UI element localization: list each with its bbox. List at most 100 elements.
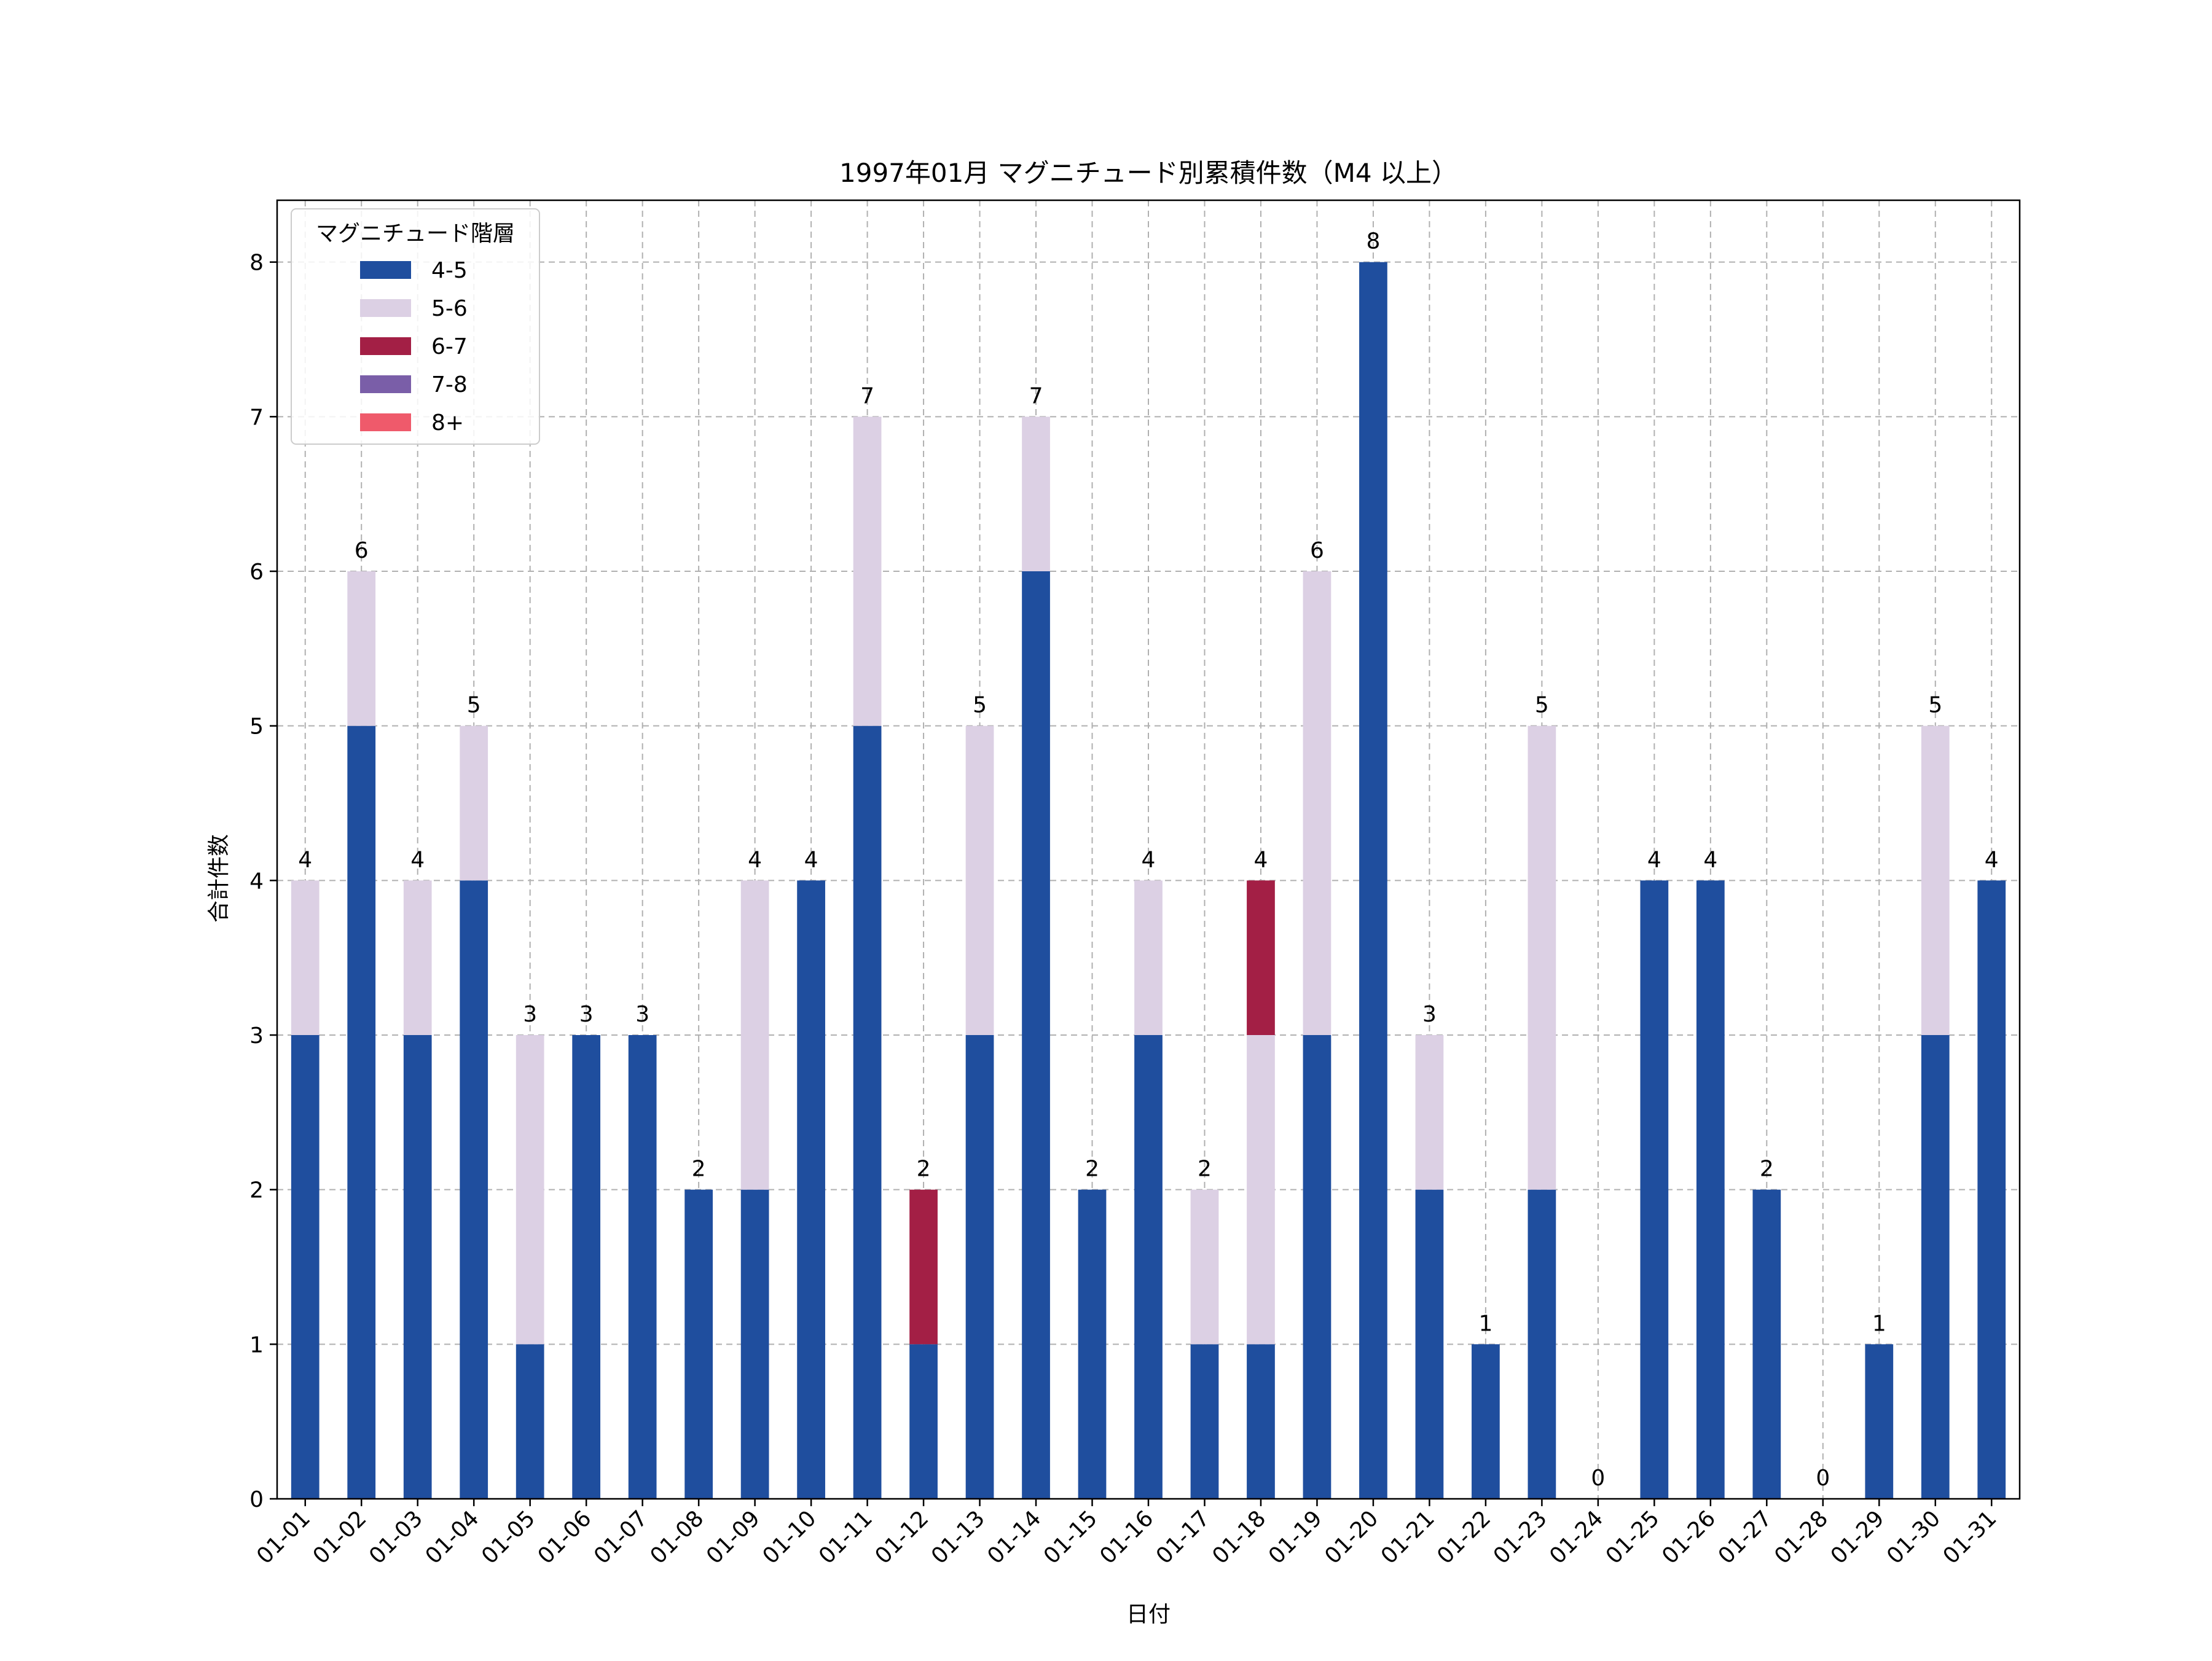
bar-segment-5-6-01-17 (1190, 1189, 1219, 1345)
bar-segment-4-5-01-23 (1528, 1189, 1556, 1499)
bar-total-label: 5 (1535, 693, 1549, 718)
x-axis-label: 日付 (1126, 1602, 1171, 1627)
y-tick-label: 2 (249, 1178, 264, 1203)
legend-swatch-6-7 (360, 337, 411, 355)
bar-total-label: 1 (1478, 1311, 1492, 1336)
bar-segment-4-5-01-06 (572, 1035, 601, 1499)
bar-total-label: 6 (355, 538, 369, 563)
bar-total-label: 0 (1816, 1466, 1830, 1491)
y-tick-label: 6 (249, 560, 264, 585)
bar-segment-4-5-01-11 (853, 725, 882, 1499)
bar-segment-5-6-01-18 (1247, 1035, 1275, 1345)
bar-total-label: 4 (1142, 847, 1156, 872)
bar-total-label: 4 (1703, 847, 1717, 872)
bar-segment-5-6-01-11 (853, 416, 882, 726)
bar-segment-5-6-01-02 (347, 571, 376, 726)
bar-segment-4-5-01-08 (684, 1189, 713, 1499)
bar-segment-4-5-01-03 (403, 1035, 432, 1499)
legend-swatch-7-8 (360, 375, 411, 393)
bar-segment-5-6-01-04 (460, 725, 488, 881)
legend-label: 6-7 (431, 334, 468, 359)
bar-total-label: 2 (692, 1157, 706, 1182)
bar-segment-5-6-01-16 (1134, 880, 1163, 1035)
bar-total-label: 7 (1029, 383, 1043, 408)
bar-total-labels: 4 6 4 5 3 3 3 2 4 4 7 2 5 7 2 4 2 4 6 8 3 1 5 0 4 4 2 0 1 5 4 (298, 229, 1998, 1491)
bar-segment-4-5-01-13 (965, 1035, 994, 1499)
legend-label: 7-8 (431, 372, 468, 397)
bar-total-label: 4 (1647, 847, 1661, 872)
bar-segment-4-5-01-14 (1022, 571, 1050, 1499)
bar-total-label: 3 (579, 1002, 594, 1027)
bar-total-label: 4 (410, 847, 425, 872)
y-tick-label: 5 (249, 714, 264, 740)
bar-total-label: 3 (635, 1002, 649, 1027)
legend-label: 8+ (431, 410, 464, 436)
bar-segment-5-6-01-01 (291, 880, 320, 1035)
bar-segment-4-5-01-07 (628, 1035, 657, 1499)
bar-segment-4-5-01-16 (1134, 1035, 1163, 1499)
y-tick-label: 4 (249, 869, 264, 894)
bar-segment-4-5-01-19 (1303, 1035, 1332, 1499)
bar-segment-4-5-01-26 (1696, 880, 1725, 1499)
legend-box (291, 208, 540, 445)
bar-segment-4-5-01-05 (516, 1344, 544, 1499)
bar-total-label: 6 (1310, 538, 1324, 563)
bar-total-label: 2 (1760, 1157, 1774, 1182)
bar-total-label: 4 (748, 847, 762, 872)
bar-segment-4-5-01-17 (1190, 1344, 1219, 1499)
bar-segment-4-5-01-12 (909, 1344, 938, 1499)
y-tick-label: 8 (249, 251, 264, 276)
bar-total-label: 8 (1366, 229, 1380, 254)
bar-total-label: 4 (1985, 847, 1999, 872)
bar-segment-4-5-01-22 (1472, 1344, 1500, 1499)
bar-segment-4-5-01-21 (1415, 1189, 1444, 1499)
bar-total-label: 4 (298, 847, 312, 872)
bar-segment-4-5-01-15 (1078, 1189, 1107, 1499)
legend-label: 4-5 (431, 258, 468, 283)
bar-segment-5-6-01-23 (1528, 725, 1556, 1190)
bar-segment-4-5-01-20 (1359, 262, 1387, 1499)
bar-total-label: 4 (804, 847, 818, 872)
bar-segment-4-5-01-09 (740, 1189, 769, 1499)
bar-segment-4-5-01-30 (1921, 1035, 1950, 1499)
bar-segment-5-6-01-14 (1022, 416, 1050, 571)
bar-segment-4-5-01-10 (797, 880, 825, 1499)
bar-total-label: 5 (1928, 693, 1942, 718)
bar-segment-4-5-01-02 (347, 725, 376, 1499)
y-tick-label: 7 (249, 405, 264, 430)
bar-segment-5-6-01-09 (740, 880, 769, 1190)
legend-label: 5-6 (431, 296, 468, 321)
chart-title: 1997年01月 マグニチュード別累積件数（M4 以上） (839, 158, 1457, 188)
bar-segment-5-6-01-21 (1415, 1035, 1444, 1190)
bar-total-label: 0 (1591, 1466, 1605, 1491)
bar-total-label: 2 (1085, 1157, 1099, 1182)
bar-segment-4-5-01-29 (1865, 1344, 1894, 1499)
bar-total-label: 2 (917, 1157, 931, 1182)
bar-segment-4-5-01-01 (291, 1035, 320, 1499)
bar-total-label: 3 (1422, 1002, 1437, 1027)
bar-total-label: 5 (973, 693, 987, 718)
bar-total-label: 3 (523, 1002, 537, 1027)
bar-segment-5-6-01-13 (965, 725, 994, 1035)
bar-segment-4-5-01-25 (1640, 880, 1669, 1499)
y-tick-label: 0 (249, 1487, 264, 1512)
legend-swatch-5-6 (360, 299, 411, 317)
bar-total-label: 1 (1872, 1311, 1886, 1336)
bar-total-label: 5 (467, 693, 481, 718)
bar-segment-6-7-01-18 (1247, 880, 1275, 1035)
bar-segment-4-5-01-04 (460, 880, 488, 1499)
legend-swatch-4-5 (360, 261, 411, 279)
bar-segment-5-6-01-03 (403, 880, 432, 1035)
bar-total-label: 4 (1254, 847, 1268, 872)
bar-segment-4-5-01-18 (1247, 1344, 1275, 1499)
bar-segment-6-7-01-12 (909, 1189, 938, 1345)
bar-segment-4-5-01-31 (1977, 880, 2006, 1499)
legend: マグニチュード階層 4-5 5-6 6-7 7-8 8+ (291, 208, 540, 445)
legend-swatch-8+ (360, 413, 411, 431)
y-tick-label: 1 (249, 1332, 264, 1358)
bars (291, 262, 2006, 1499)
legend-title: マグニチュード階層 (316, 221, 515, 246)
y-tick-label: 3 (249, 1023, 264, 1049)
